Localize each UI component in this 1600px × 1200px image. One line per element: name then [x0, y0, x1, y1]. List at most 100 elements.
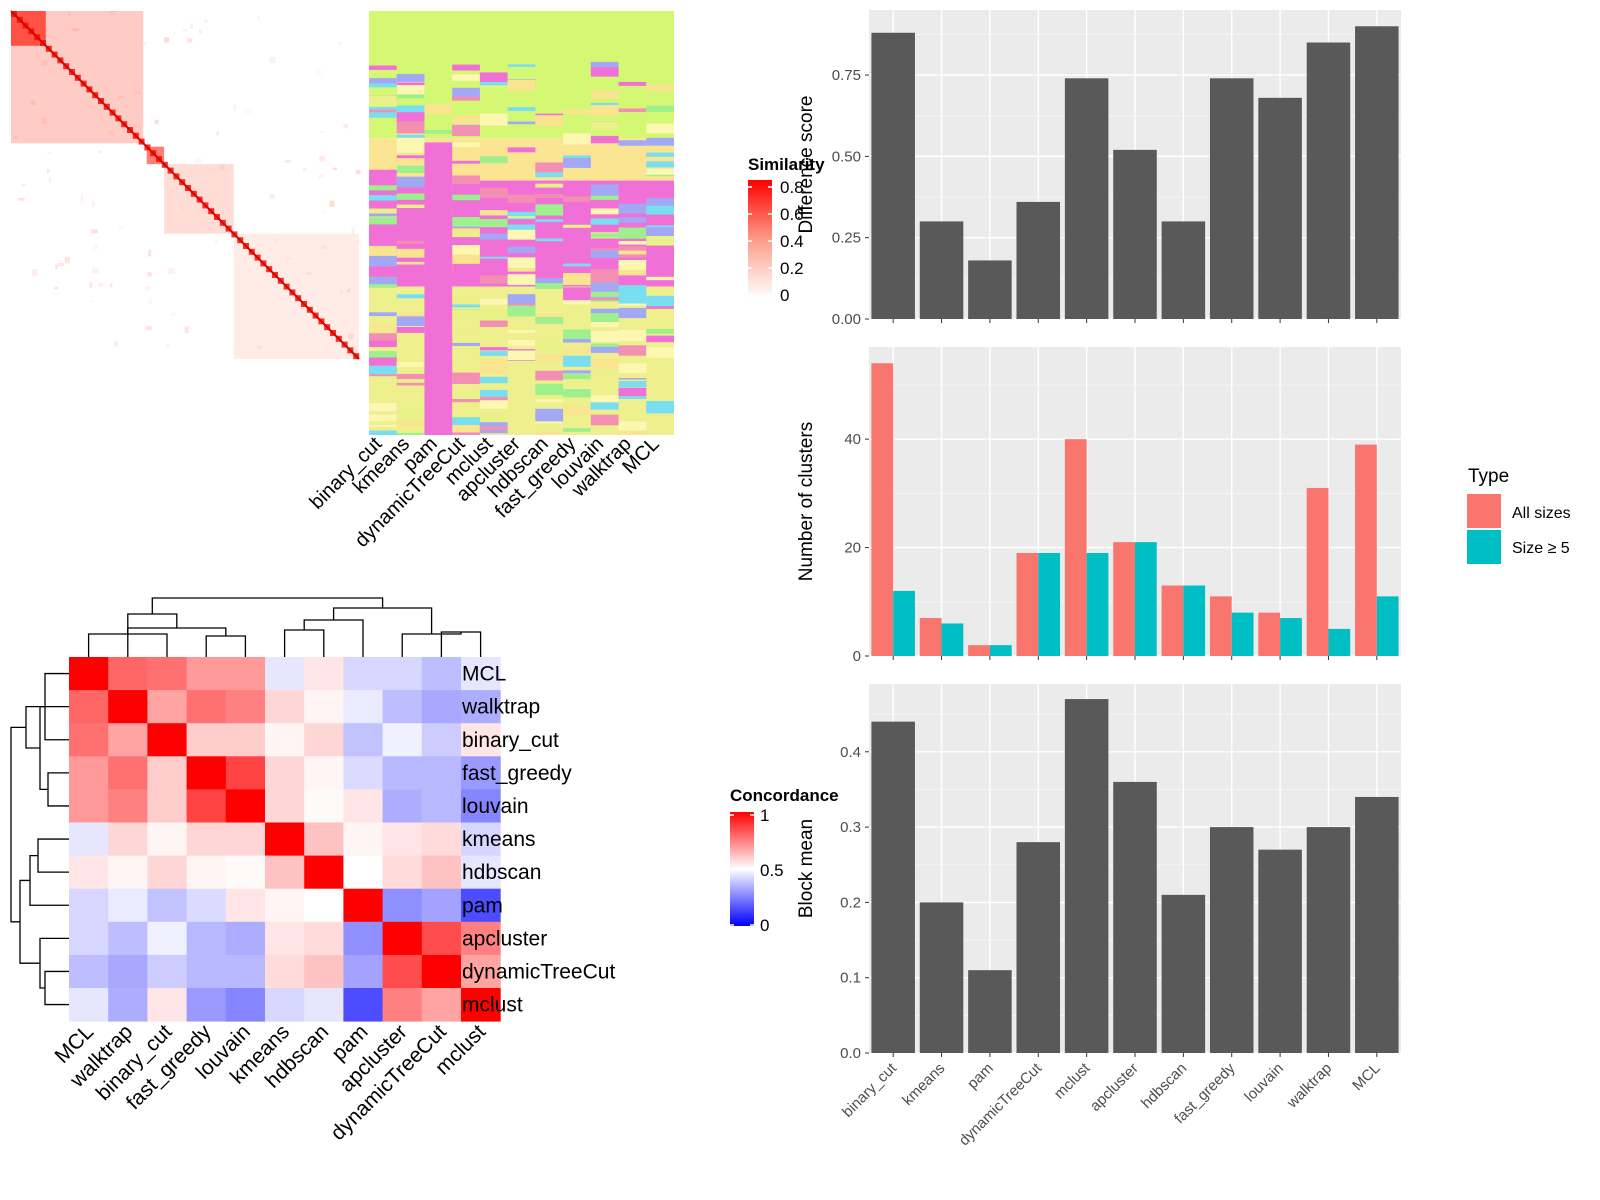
assignment-stripe	[396, 85, 425, 95]
concordance-row-label: fast_greedy	[462, 762, 572, 785]
concordance-row-label: hdbscan	[462, 861, 541, 884]
assignment-stripe	[535, 169, 564, 178]
similarity-cell	[322, 208, 325, 214]
assignment-stripe	[563, 224, 591, 228]
dendrogram-branch	[10, 726, 26, 923]
concordance-cell	[265, 988, 305, 1022]
similarity-cell	[306, 272, 313, 275]
y-tick-label: 0.1	[840, 970, 861, 987]
assignment-stripe	[396, 294, 425, 299]
similarity-cell	[91, 201, 95, 208]
assignment-stripe	[507, 79, 536, 92]
concordance-cell	[186, 855, 227, 890]
concordance-cell	[265, 657, 305, 691]
concordance-cell	[461, 789, 501, 823]
y-tick-label: 0.2	[840, 894, 861, 911]
concordance-cell	[265, 888, 305, 923]
similarity-legend-tick-label: 0.8	[780, 178, 804, 197]
assignment-stripe	[646, 205, 674, 215]
assignment-stripe	[590, 269, 619, 276]
assignment-stripe	[535, 408, 564, 418]
assignment-stripe	[396, 105, 425, 114]
concordance-cell	[343, 690, 384, 724]
assignment-stripe	[369, 425, 397, 428]
concordance-col-labels: MCLwalktrapbinary_cutfast_greedylouvaink…	[51, 1020, 491, 1145]
similarity-legend-tick-label: 0.6	[780, 205, 804, 224]
concordance-cell	[421, 723, 462, 757]
concordance-cell	[265, 954, 305, 989]
assignment-stripe	[535, 370, 564, 381]
assignment-stripe	[479, 397, 508, 409]
similarity-cell	[302, 167, 307, 172]
similarity-cell	[355, 240, 362, 244]
assignment-stripe	[590, 135, 619, 144]
similarity-cell	[143, 42, 147, 45]
concordance-cell	[108, 789, 148, 823]
assignment-stripe	[369, 109, 397, 113]
similarity-legend-title: Similarity	[748, 155, 825, 174]
concordance-cell	[69, 756, 109, 790]
assignment-stripe	[618, 307, 647, 319]
assignment-stripe	[424, 103, 453, 115]
assignment-stripe	[479, 396, 508, 401]
assignment-stripe	[396, 248, 425, 258]
assignment-stripe	[452, 217, 480, 227]
assignment-stripe	[396, 78, 425, 86]
concordance-cell	[225, 921, 266, 956]
assignment-stripe	[452, 64, 480, 71]
assignment-stripe	[563, 273, 591, 286]
assignment-stripe	[618, 140, 647, 146]
assignment-stripe	[479, 359, 508, 367]
concordance-row-label: pam	[462, 894, 503, 917]
assignment-stripe	[618, 259, 647, 270]
similarity-cell	[244, 108, 252, 113]
difference-score-chart: 0.00 0.25 0.50 0.75 Difference score	[796, 10, 1401, 328]
assignment-stripe	[646, 335, 674, 343]
concordance-color-bar	[730, 812, 754, 926]
similarity-cell	[339, 42, 342, 45]
concordance-cell	[225, 988, 266, 1022]
bar-size-5	[893, 590, 915, 656]
assignment-stripe	[452, 228, 480, 233]
concordance-row-label: kmeans	[462, 828, 536, 851]
assignment-stripe	[369, 430, 397, 435]
similarity-cell	[98, 150, 102, 154]
concordance-cell	[225, 954, 266, 989]
similarity-cell	[48, 177, 51, 184]
concordance-cell	[304, 888, 344, 923]
assignment-stripe	[396, 112, 425, 124]
assignment-stripe	[396, 361, 425, 368]
assignment-stripe	[479, 320, 508, 327]
bar	[1355, 26, 1399, 320]
assignment-stripe	[396, 193, 425, 200]
assignment-stripe	[507, 330, 536, 333]
assignment-stripe	[535, 399, 564, 403]
legend-label-size-5: Size ≥ 5	[1512, 540, 1570, 557]
concordance-cell	[108, 954, 148, 989]
concordance-cell	[186, 723, 227, 757]
concordance-row-label: apcluster	[462, 927, 547, 950]
concordance-cell	[69, 657, 109, 691]
concordance-cell	[147, 988, 188, 1022]
assignment-stripe	[563, 428, 591, 432]
concordance-cell	[147, 789, 188, 823]
concordance-cell	[108, 822, 148, 857]
type-legend-title: Type	[1468, 466, 1509, 487]
assignment-stripe	[507, 339, 536, 346]
concordance-cell	[108, 988, 148, 1022]
bar-size-5	[1086, 553, 1109, 656]
assignment-stripe	[590, 233, 619, 238]
assignment-stripe	[646, 305, 674, 309]
concordance-cell	[225, 657, 266, 691]
assignment-stripe	[646, 329, 674, 334]
concordance-cell	[147, 822, 188, 857]
assignment-stripe	[507, 350, 536, 361]
assignment-stripe	[646, 401, 674, 411]
type-legend: Type All sizes Size ≥ 5	[1467, 466, 1571, 564]
legend-key-all-sizes	[1467, 494, 1501, 528]
concordance-cell	[343, 954, 384, 989]
assignment-stripe	[590, 218, 619, 225]
concordance-cell	[461, 855, 501, 890]
assignment-stripe	[535, 162, 564, 173]
